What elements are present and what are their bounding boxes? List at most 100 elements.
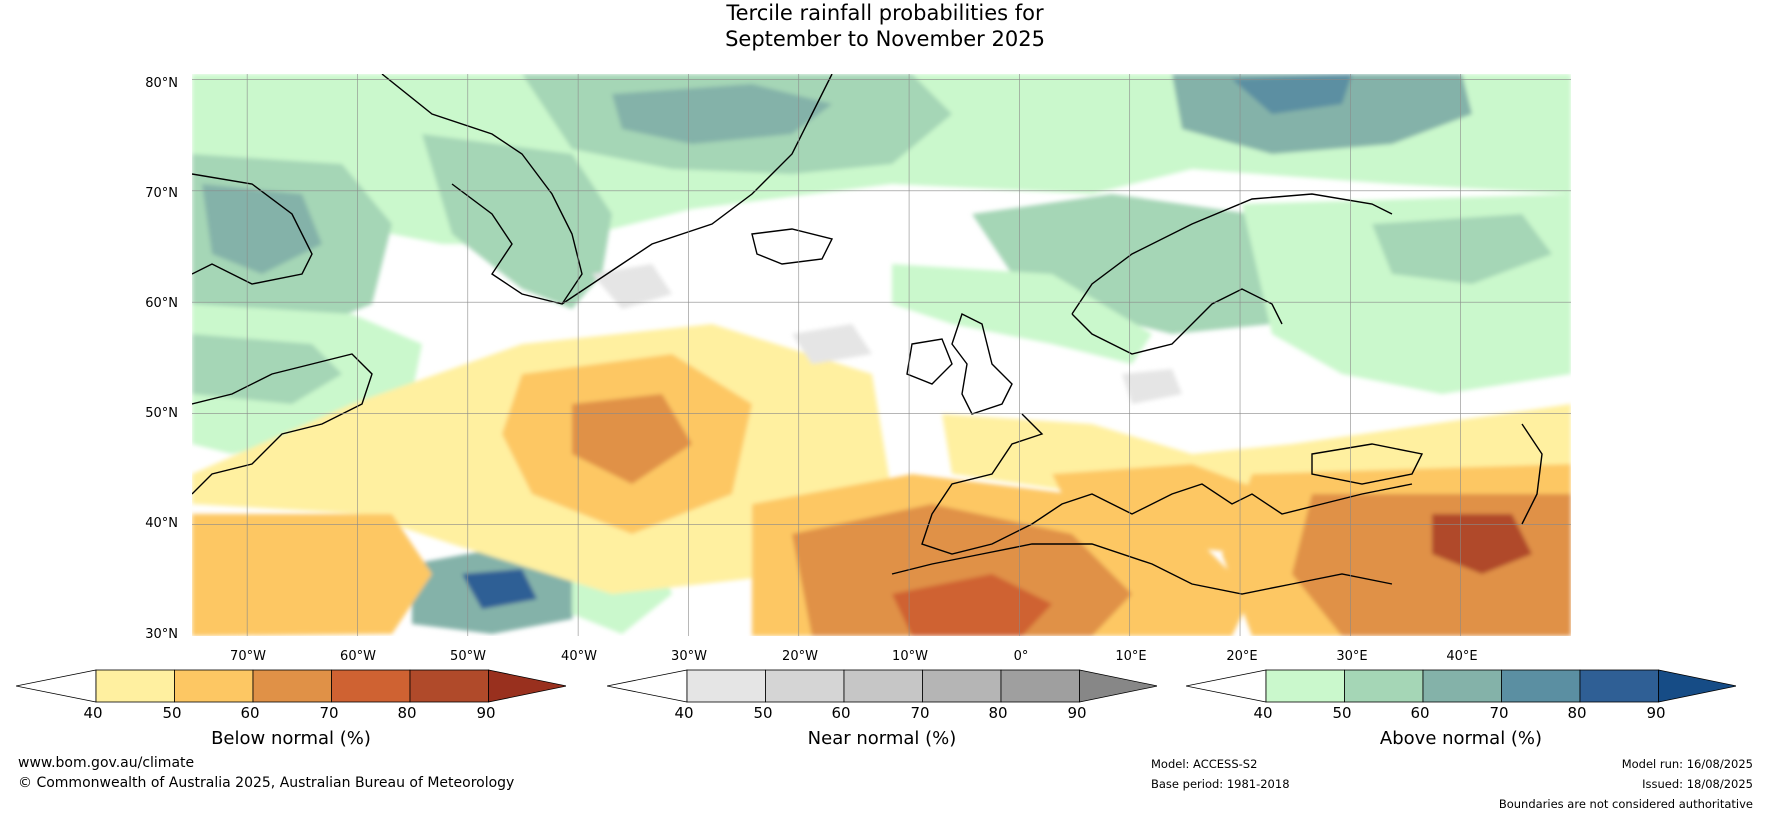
footer-disclaimer: Boundaries are not considered authoritat…: [1498, 797, 1753, 811]
map-canvas: [192, 74, 1571, 636]
region-scandinavia-above-50: [972, 194, 1312, 334]
colorbar-swatch: [1422, 669, 1502, 703]
colorbar-swatch: [1344, 669, 1424, 703]
cb-below-tick: 50: [162, 704, 182, 722]
lon-label-30w: 30°W: [671, 649, 707, 664]
cb-near-tick: 70: [910, 704, 930, 722]
lat-label-60n: 60°N: [145, 296, 178, 311]
lat-label-40n: 40°N: [145, 516, 178, 531]
colorbar-swatch: [1501, 669, 1581, 703]
colorbar-swatch: [409, 669, 489, 703]
lon-label-40w: 40°W: [561, 649, 597, 664]
colorbar-below-normal: 40 50 60 70 80 90 Below normal (%): [15, 668, 567, 749]
lon-label-70w: 70°W: [230, 649, 266, 664]
colorbar-swatch: [1579, 669, 1659, 703]
cb-below-tick: 70: [319, 704, 339, 722]
title-line-1: Tercile rainfall probabilities for: [726, 1, 1044, 25]
footer-base-period: Base period: 1981-2018: [1151, 777, 1290, 791]
footer-issued: Issued: 18/08/2025: [1642, 777, 1753, 791]
region-mediterranean-below-50: [1052, 464, 1272, 554]
colorbar-above-normal: 40 50 60 70 80 90 Above normal (%): [1185, 668, 1737, 749]
region-europe-near-40: [1122, 369, 1182, 404]
footer-model-run: Model run: 16/08/2025: [1621, 757, 1753, 771]
region-baffin-core-above-60: [202, 184, 322, 274]
region-sahara-below-70: [892, 574, 1052, 636]
coastline-labrador: [192, 353, 373, 495]
lon-label-10w: 10°W: [892, 649, 928, 664]
footer-model: Model: ACCESS-S2: [1151, 757, 1258, 771]
lon-label-0: 0°: [1013, 649, 1029, 664]
region-labrador-core-above-50: [192, 334, 342, 404]
region-russia-core-above-50: [1372, 214, 1552, 284]
lon-label-20e: 20°E: [1226, 649, 1258, 664]
colorbar-swatch: [1265, 669, 1345, 703]
cb-near-tick: 90: [1067, 704, 1087, 722]
colorbar-swatch: [174, 669, 254, 703]
footer-copyright: © Commonwealth of Australia 2025, Austra…: [18, 775, 515, 791]
region-greenland-above-50: [422, 134, 612, 309]
region-east-greenland-above-60: [612, 84, 832, 144]
colorbar-swatch: [331, 669, 411, 703]
colorbar-near-normal: 40 50 60 70 80 90 Near normal (%): [606, 668, 1158, 749]
cb-above-tick: 40: [1253, 704, 1273, 722]
colorbar-swatch: [843, 669, 923, 703]
colorbar-swatch: [922, 669, 1002, 703]
colorbar-swatch: [252, 669, 332, 703]
graticule: [192, 74, 1571, 636]
cb-near-tick: 50: [753, 704, 773, 722]
colorbar-high-extension: [488, 669, 567, 703]
cb-above-tick: 60: [1410, 704, 1430, 722]
region-svalbard-above-60: [1172, 74, 1472, 154]
colorbar-swatch: [686, 669, 766, 703]
probability-map: [192, 74, 1571, 636]
colorbar-low-extension: [15, 669, 97, 703]
coastline-greenland: [381, 74, 833, 305]
lon-label-30e: 30°E: [1336, 649, 1368, 664]
region-iraq-below-80: [1432, 514, 1532, 574]
chart-title: Tercile rainfall probabilities for Septe…: [0, 0, 1770, 52]
lon-label-50w: 50°W: [450, 649, 486, 664]
coastline-britain: [951, 313, 1013, 415]
title-line-2: September to November 2025: [725, 27, 1045, 51]
region-sargasso-core-above-80: [462, 569, 537, 609]
region-svalbard-core-above-70: [1232, 74, 1352, 114]
colorbar-above-swatches: [1185, 669, 1737, 703]
lat-label-50n: 50°N: [145, 406, 178, 421]
coastline-iceland: [751, 228, 834, 265]
cb-below-tick: 80: [397, 704, 417, 722]
colorbar-swatch: [1000, 669, 1080, 703]
cb-below-tick: 90: [476, 704, 496, 722]
colorbar-below-swatches: [15, 669, 567, 703]
colorbar-high-extension: [1658, 669, 1737, 703]
colorbar-near-swatches: [606, 669, 1158, 703]
lon-label-10e: 10°E: [1115, 649, 1147, 664]
coastline-scandinavia: [1071, 193, 1393, 355]
coastline-europe-iberia: [921, 413, 1413, 555]
footer-website: www.bom.gov.au/climate: [18, 755, 195, 771]
lon-label-60w: 60°W: [340, 649, 376, 664]
lat-label-30n: 30°N: [145, 627, 178, 642]
coastline-caspian: [1521, 423, 1543, 525]
lon-label-20w: 20°W: [782, 649, 818, 664]
coastline-black-sea: [1311, 443, 1424, 485]
cb-near-title: Near normal (%): [807, 728, 957, 749]
colorbar-swatch: [765, 669, 845, 703]
coastline-ireland: [906, 338, 953, 385]
colorbar-high-extension: [1079, 669, 1158, 703]
cb-below-tick: 60: [240, 704, 260, 722]
cb-above-tick: 70: [1489, 704, 1509, 722]
cb-near-tick: 80: [988, 704, 1008, 722]
probability-shading: [192, 74, 1571, 636]
region-anatolia-below-60: [1292, 494, 1571, 636]
cb-above-tick: 50: [1332, 704, 1352, 722]
lon-label-40e: 40°E: [1446, 649, 1478, 664]
colorbar-swatch: [95, 669, 175, 703]
cb-near-tick: 40: [674, 704, 694, 722]
cb-below-title: Below normal (%): [211, 728, 371, 749]
cb-above-tick: 90: [1646, 704, 1666, 722]
coastlines: [192, 74, 1543, 595]
region-south-iceland-near-40: [592, 264, 672, 309]
region-mid-atlantic-core-below-60: [572, 394, 692, 484]
cb-above-tick: 80: [1567, 704, 1587, 722]
coastline-baffin: [192, 173, 313, 285]
